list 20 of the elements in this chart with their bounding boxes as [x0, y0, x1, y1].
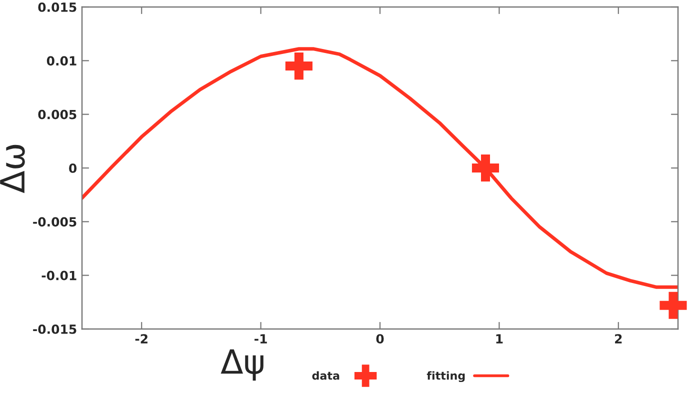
legend-label: data: [312, 371, 340, 380]
point: [472, 154, 500, 182]
x-tick-label: -2: [135, 334, 148, 344]
x-tick-label: 1: [496, 334, 503, 344]
x-tick-label: -1: [254, 334, 267, 344]
y-axis-title: Δω: [0, 144, 25, 194]
x-axis-title: Δψ: [220, 349, 264, 381]
line-series: [82, 47, 678, 289]
x-tick-label: 2: [615, 334, 622, 344]
y-tick-label: 0.01: [46, 56, 76, 66]
point: [285, 52, 312, 80]
y-tick-label: -0.01: [42, 270, 76, 280]
y-tick-label: 0: [69, 163, 77, 173]
point: [660, 292, 687, 319]
legend-label: fitting: [426, 371, 465, 382]
x-tick-label: 0: [376, 334, 384, 344]
y-tick-label: -0.005: [33, 217, 76, 227]
y-tick-label: 0.015: [38, 2, 76, 12]
y-tick-label: 0.005: [38, 110, 76, 120]
y-tick-label: -0.015: [33, 324, 76, 334]
